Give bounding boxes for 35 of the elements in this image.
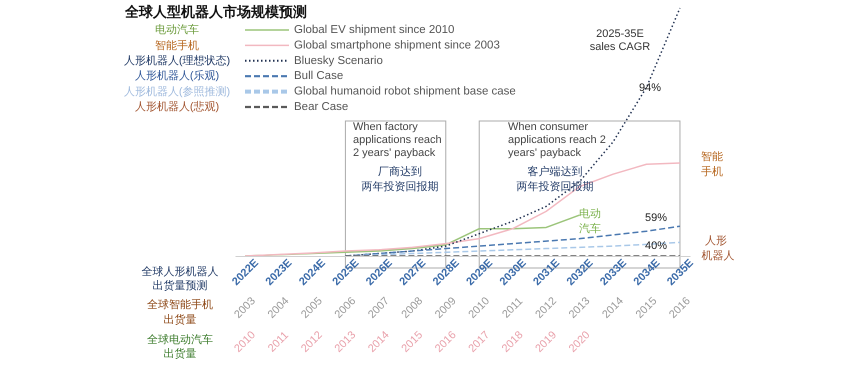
text: 手机 bbox=[701, 165, 723, 178]
annotation: When factory applications reach 2 years' payback bbox=[353, 121, 442, 159]
annotation: 94% bbox=[638, 82, 662, 94]
text: 智能手机 bbox=[155, 39, 199, 52]
annotation: 两年投资回报期 bbox=[516, 181, 594, 193]
annotation: 客户端达到 bbox=[528, 165, 582, 178]
text: 全球智能手机 bbox=[147, 298, 213, 311]
text: 出货量预测 bbox=[152, 279, 208, 292]
legend-label: Global humanoid robot shipment base case bbox=[294, 86, 516, 98]
text: 电动汽车 bbox=[155, 23, 199, 36]
annotation: 40% bbox=[644, 240, 668, 252]
chart-title: 全球人型机器人市场规模预测 bbox=[124, 3, 307, 20]
text: 人形机器人(乐观) bbox=[134, 69, 220, 82]
annotation: 2025-35E sales CAGR bbox=[590, 28, 650, 53]
text: 人形 bbox=[705, 235, 727, 247]
text: 出货量 bbox=[164, 347, 196, 360]
text: 人形机器人(理想状态) bbox=[124, 54, 230, 67]
text: 全球人形机器人 bbox=[142, 265, 218, 278]
text: 人形机器人(悲观) bbox=[134, 100, 220, 113]
text: 人形机器人(参照推测) bbox=[124, 85, 230, 98]
annotation: 汽车 bbox=[579, 222, 601, 235]
annotation: 电动 bbox=[579, 207, 601, 220]
annotation: 厂商达到 bbox=[378, 165, 422, 178]
text: 智能 bbox=[701, 150, 723, 163]
legend-label: Global EV shipment since 2010 bbox=[294, 24, 454, 36]
annotation: 59% bbox=[644, 212, 668, 224]
annotation: When consumer applications reach 2 years' payback bbox=[508, 121, 606, 159]
legend-label: Global smartphone shipment since 2003 bbox=[294, 39, 500, 52]
text: 全球电动汽车 bbox=[147, 333, 213, 346]
legend-label: Bear Case bbox=[294, 101, 348, 113]
legend-label: Bull Case bbox=[294, 70, 344, 82]
annotation: 两年投资回报期 bbox=[362, 181, 438, 193]
text: 机器人 bbox=[702, 250, 734, 262]
text: 出货量 bbox=[164, 313, 196, 326]
legend-label: Bluesky Scenario bbox=[294, 54, 383, 67]
